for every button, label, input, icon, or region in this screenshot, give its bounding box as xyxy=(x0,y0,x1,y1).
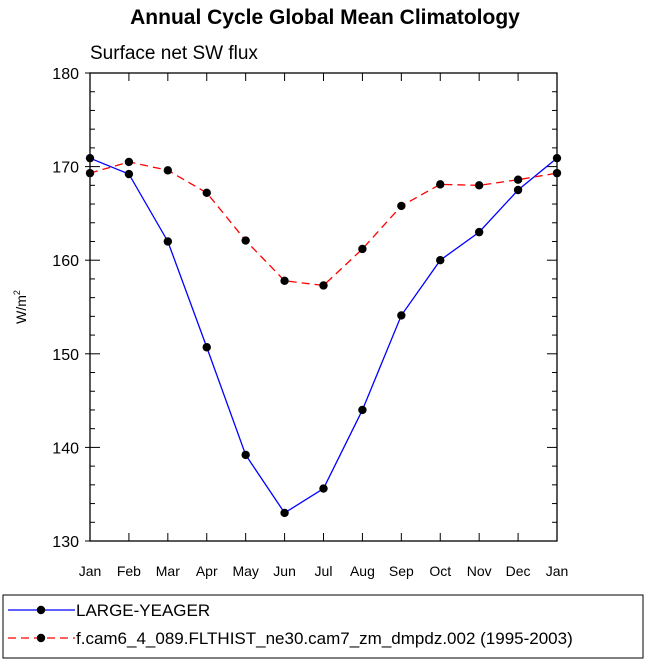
x-tick-label: Jan xyxy=(546,563,569,579)
data-point-s1-4 xyxy=(241,236,250,245)
x-tick-label: Dec xyxy=(506,563,531,579)
y-tick-label: 180 xyxy=(52,66,79,83)
data-point-s0-5 xyxy=(280,508,289,518)
data-point-s0-6 xyxy=(319,484,328,493)
y-axis-label: W/m2 xyxy=(12,290,29,324)
x-tick-label: Nov xyxy=(467,563,492,579)
data-point-s0-1 xyxy=(124,169,134,179)
data-point-s0-12 xyxy=(552,153,562,163)
x-tick-label: May xyxy=(232,563,258,579)
legend-label-1: f.cam6_4_089.FLTHIST_ne30.cam7_zm_dmpdz.… xyxy=(76,629,573,648)
data-point-s1-11 xyxy=(513,175,523,184)
data-point-s0-3 xyxy=(202,343,211,352)
data-point-s0-0 xyxy=(85,153,95,163)
x-tick-label: Aug xyxy=(350,563,375,579)
data-point-s1-10 xyxy=(474,181,484,190)
data-point-s0-2 xyxy=(163,237,173,246)
series-line-0 xyxy=(89,157,558,514)
y-tick-labels: 130 140 150 160 170 180 xyxy=(52,66,79,551)
y-tick-label: 160 xyxy=(52,253,79,270)
x-tick-label: Jul xyxy=(315,563,333,579)
plot-frame xyxy=(89,72,558,542)
data-point-s1-5 xyxy=(280,276,289,285)
x-tick-label: Mar xyxy=(156,563,180,579)
legend-box xyxy=(2,594,644,659)
data-point-s0-8 xyxy=(397,311,406,320)
y-tick-label: 140 xyxy=(52,440,79,457)
data-point-s0-11 xyxy=(513,185,523,195)
x-tick-labels: Jan Feb Mar Apr May Jun Jul Aug Sep Oct Nov Dec Jan xyxy=(79,563,569,579)
x-tick-label: Oct xyxy=(429,563,451,579)
data-point-s0-7 xyxy=(358,405,367,415)
data-point-s1-6 xyxy=(319,281,328,290)
y-axis-label-text: W/m xyxy=(13,295,29,324)
legend-label-0: LARGE-YEAGER xyxy=(76,601,210,620)
svg-text:W/m2: W/m2 xyxy=(12,290,29,324)
data-point-s0-10 xyxy=(474,227,484,237)
x-tick-label: Apr xyxy=(196,563,218,579)
data-point-s1-7 xyxy=(358,244,367,254)
x-tick-label: Sep xyxy=(389,563,414,579)
data-point-s1-12 xyxy=(552,168,562,178)
y-tick-label: 170 xyxy=(52,160,79,177)
y-axis-label-superscript: 2 xyxy=(12,290,22,295)
series-lines xyxy=(85,153,562,518)
legend-marker-1 xyxy=(36,633,46,643)
data-point-s0-9 xyxy=(436,256,445,265)
data-point-s1-0 xyxy=(85,168,95,178)
tick-marks xyxy=(85,72,558,542)
y-tick-label: 130 xyxy=(52,534,79,551)
x-tick-label: Jan xyxy=(79,563,102,579)
legend: LARGE-YEAGER f.cam6_4_089.FLTHIST_ne30.ca… xyxy=(8,601,573,648)
legend-marker-0 xyxy=(36,605,46,615)
x-tick-label: Feb xyxy=(117,563,141,579)
data-point-s1-3 xyxy=(202,188,211,198)
data-point-s1-1 xyxy=(124,157,134,167)
data-point-s1-9 xyxy=(436,180,445,189)
data-point-s1-2 xyxy=(163,166,173,175)
data-point-s0-4 xyxy=(241,450,250,460)
chart-subtitle: Surface net SW flux xyxy=(90,43,258,64)
y-tick-label: 150 xyxy=(52,347,79,364)
chart-title: Annual Cycle Global Mean Climatology xyxy=(130,6,520,29)
data-point-s1-8 xyxy=(397,201,406,211)
x-tick-label: Jun xyxy=(273,563,296,579)
